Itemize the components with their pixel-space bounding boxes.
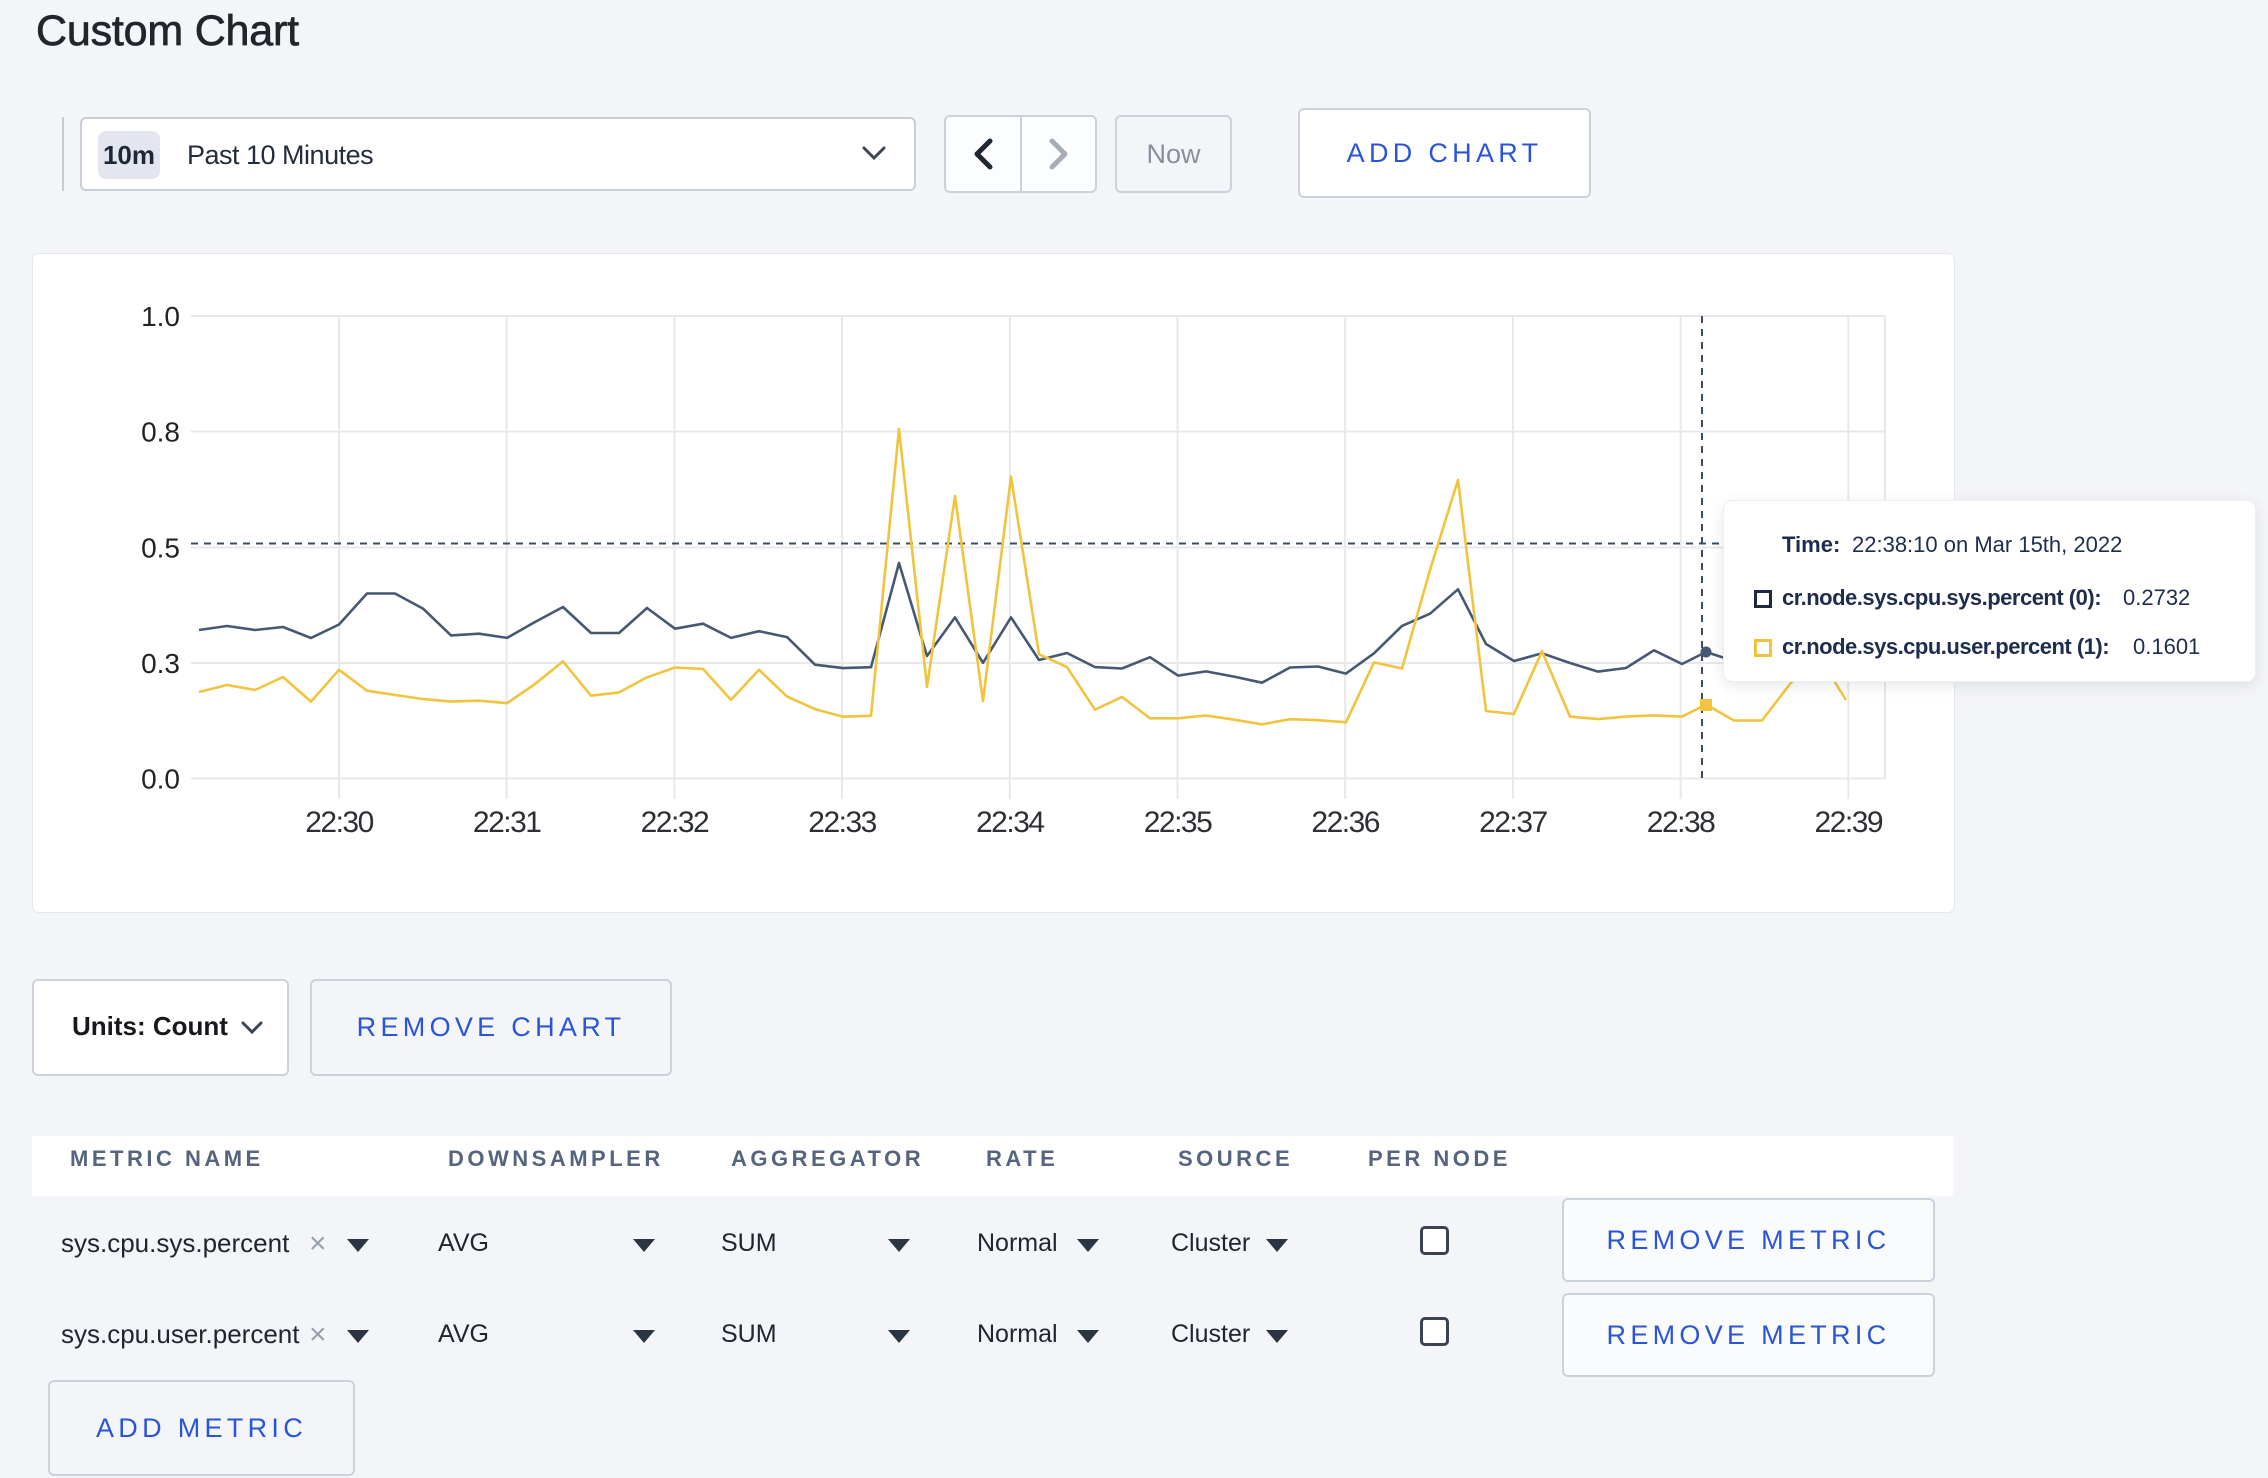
svg-text:22:35: 22:35 xyxy=(1144,806,1212,839)
svg-text:22:34: 22:34 xyxy=(976,806,1044,839)
svg-text:22:37: 22:37 xyxy=(1479,806,1547,839)
svg-text:22:38: 22:38 xyxy=(1647,806,1715,839)
svg-text:22:39: 22:39 xyxy=(1815,806,1883,839)
svg-text:0.5: 0.5 xyxy=(141,533,180,564)
svg-text:0.8: 0.8 xyxy=(141,417,180,448)
svg-text:22:31: 22:31 xyxy=(473,806,541,839)
svg-text:22:33: 22:33 xyxy=(808,806,876,839)
svg-text:22:36: 22:36 xyxy=(1311,806,1379,839)
svg-text:22:30: 22:30 xyxy=(305,806,373,839)
svg-text:0.3: 0.3 xyxy=(141,648,180,679)
svg-text:0.0: 0.0 xyxy=(141,764,180,795)
svg-text:22:32: 22:32 xyxy=(641,806,709,839)
svg-text:1.0: 1.0 xyxy=(141,301,180,332)
